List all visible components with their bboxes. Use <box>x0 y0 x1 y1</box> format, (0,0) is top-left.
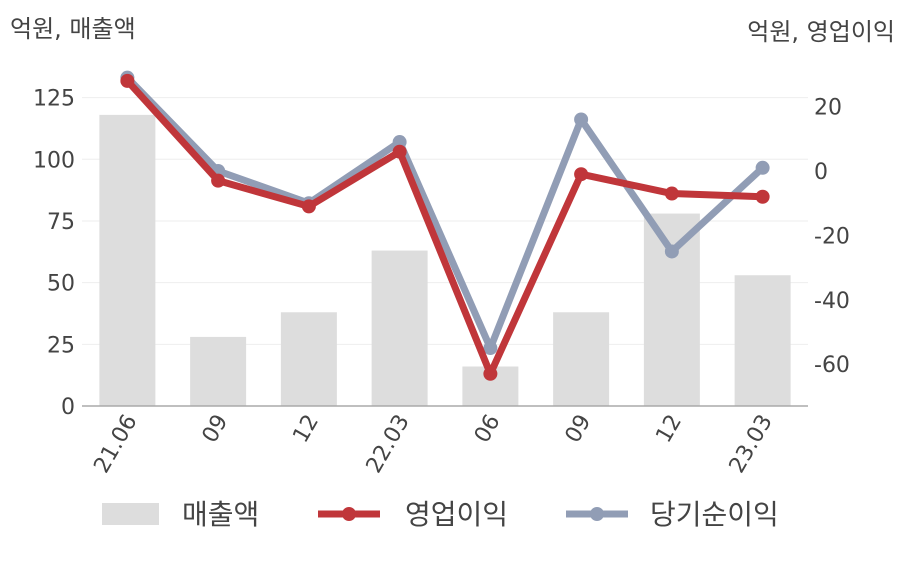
right-tick-label: -40 <box>814 289 850 314</box>
right-axis-label: 억원, 영업이익 <box>747 18 895 46</box>
point-당기순이익-7 <box>755 160 770 175</box>
point-영업이익-2 <box>301 199 316 214</box>
point-영업이익-7 <box>755 189 770 204</box>
right-tick-label: -20 <box>814 224 850 249</box>
left-tick-label: 25 <box>47 333 75 358</box>
x-tick-labels: 21.06 09 12 22.03 06 09 12 23.03 <box>89 411 777 478</box>
x-tick-label: 09 <box>198 411 234 448</box>
legend-swatch-bar <box>102 503 159 525</box>
line-series <box>120 70 770 381</box>
right-tick-label: 20 <box>814 96 842 121</box>
line-영업이익 <box>123 77 767 378</box>
point-당기순이익-4 <box>483 341 498 356</box>
bar-5 <box>553 312 610 406</box>
point-당기순이익-6 <box>664 244 679 259</box>
right-tick-label: -60 <box>814 353 850 378</box>
bar-2 <box>280 312 337 406</box>
legend-label: 매출액 <box>182 498 259 531</box>
legend-swatch-marker <box>590 507 604 521</box>
right-tick-labels: -60 -40 -20 0 20 <box>814 96 850 379</box>
point-영업이익-0 <box>120 73 135 88</box>
bar-7 <box>734 275 791 406</box>
point-영업이익-3 <box>392 144 407 159</box>
left-tick-label: 75 <box>47 210 75 235</box>
x-tick-label: 23.03 <box>725 411 778 478</box>
legend-label: 영업이익 <box>405 498 508 531</box>
bar-0 <box>99 114 156 406</box>
legend-swatch-marker <box>342 507 356 521</box>
point-영업이익-6 <box>664 186 679 201</box>
point-영업이익-5 <box>574 167 589 182</box>
left-tick-label: 100 <box>33 148 75 173</box>
x-tick-label: 09 <box>561 411 597 448</box>
line-당기순이익 <box>123 74 767 352</box>
x-tick-label: 06 <box>470 411 506 448</box>
point-당기순이익-5 <box>574 112 589 127</box>
right-tick-label: 0 <box>814 160 828 185</box>
left-tick-label: 50 <box>47 272 75 297</box>
point-영업이익-1 <box>211 173 226 188</box>
bar-6 <box>643 213 700 406</box>
point-영업이익-4 <box>483 366 498 381</box>
point-당기순이익-3 <box>392 135 407 150</box>
left-tick-label: 125 <box>33 87 75 112</box>
left-tick-labels: 0 25 50 75 100 125 <box>33 87 75 420</box>
bar-series <box>99 114 791 406</box>
bar-3 <box>371 250 428 406</box>
left-tick-label: 0 <box>61 395 75 420</box>
left-axis-label: 억원, 매출액 <box>10 15 136 43</box>
x-tick-label: 12 <box>288 411 324 448</box>
x-tick-label: 12 <box>651 411 687 448</box>
x-tick-label: 21.06 <box>89 411 142 478</box>
legend: 매출액 영업이익 당기순이익 <box>102 498 779 531</box>
legend-label: 당기순이익 <box>650 498 779 531</box>
x-tick-label: 22.03 <box>362 411 415 478</box>
bar-1 <box>190 336 247 406</box>
